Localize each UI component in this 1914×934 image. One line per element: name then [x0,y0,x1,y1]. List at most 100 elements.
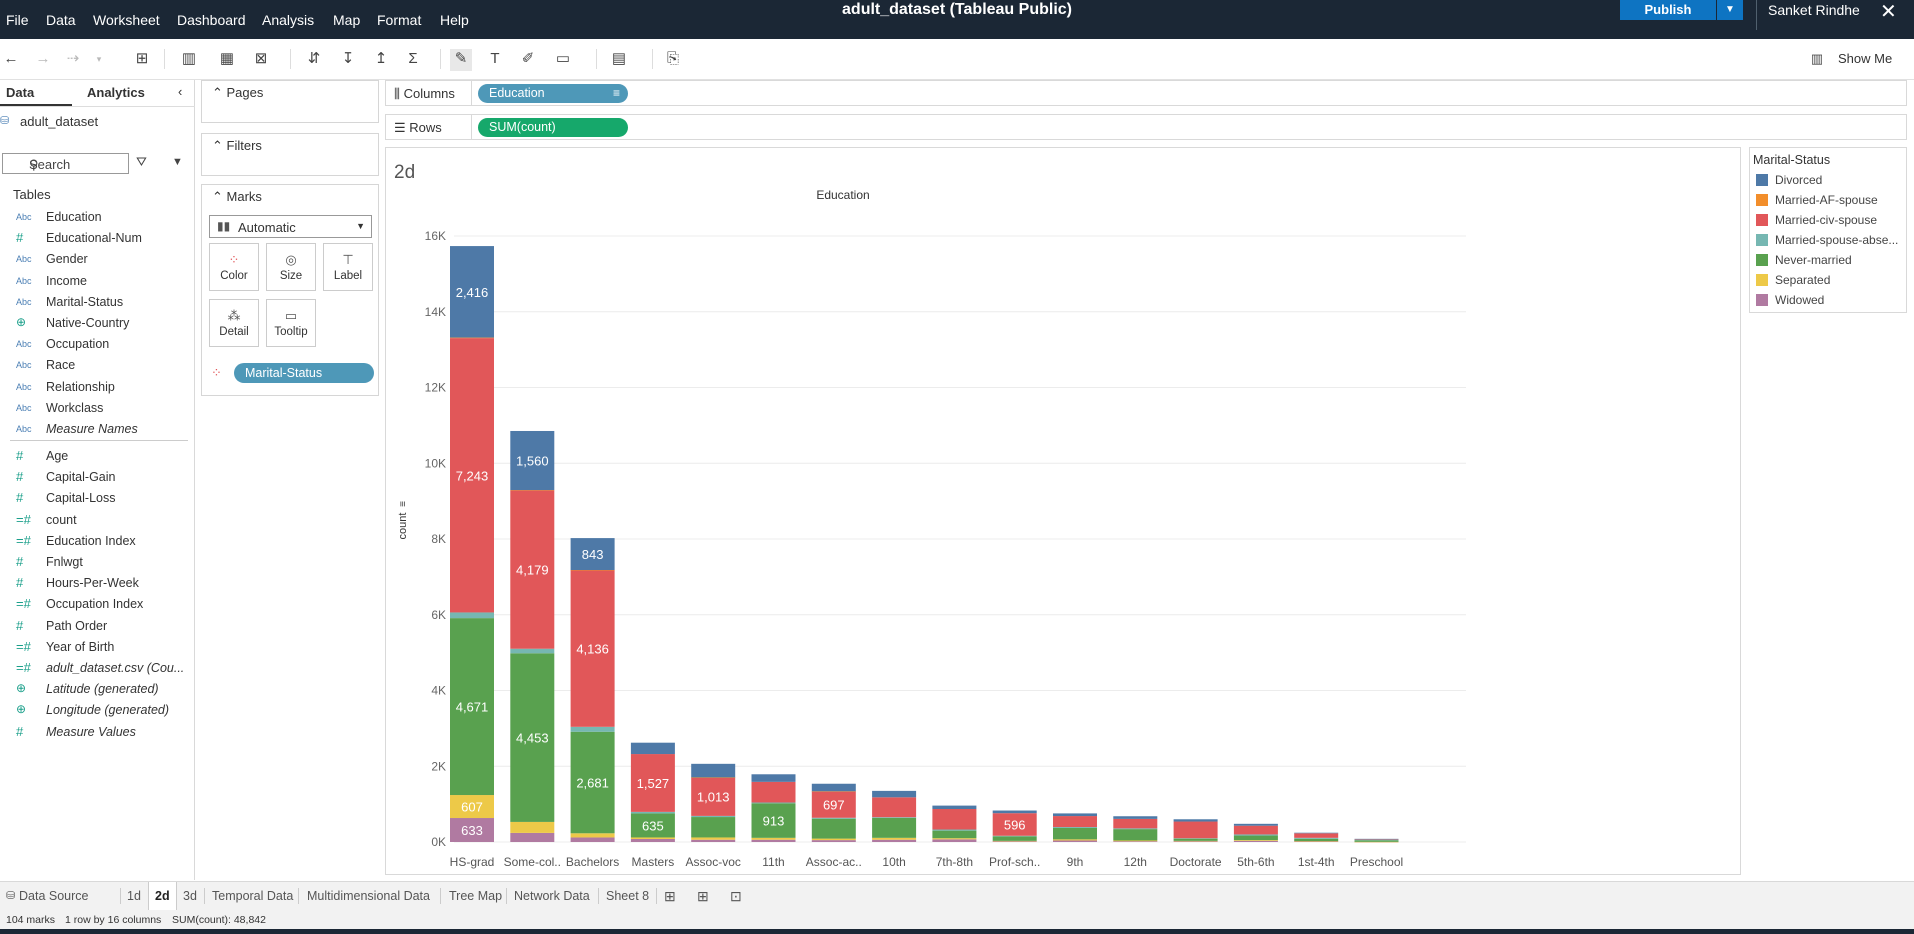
new-story-icon[interactable]: ⊡ [730,888,742,904]
new-worksheet-icon[interactable]: ⊞ [664,888,676,904]
bar-segment[interactable] [630,813,675,838]
datasource-name[interactable]: adult_dataset [20,114,99,129]
bar-segment[interactable] [932,805,977,810]
presentation-icon[interactable]: ⎘ [666,50,679,67]
bar-segment[interactable] [691,839,736,842]
bar-segment[interactable] [510,653,555,822]
tab-temporal-data[interactable]: Temporal Data [212,889,294,903]
menu-analysis[interactable]: Analysis [262,12,315,28]
detail-button[interactable]: ⁂ Detail [209,299,259,347]
user-name[interactable]: Sanket Rindhe [1768,2,1860,18]
menu-format[interactable]: Format [377,12,422,28]
bar-segment[interactable] [872,839,917,842]
legend-item[interactable]: Married-spouse-abse... [1756,232,1906,248]
field-item[interactable]: ⊕ Native-Country [0,314,195,335]
bar-segment[interactable] [1173,838,1218,839]
bar-segment[interactable] [1053,813,1097,817]
legend-item[interactable]: Separated [1756,272,1906,288]
bar-segment[interactable] [872,817,917,818]
bar-segment[interactable] [510,490,555,491]
bar-segment[interactable] [510,430,555,491]
bar-segment[interactable] [811,840,856,842]
bar-segment[interactable] [691,837,736,840]
tab-multidimensional-data[interactable]: Multidimensional Data [307,889,430,903]
menu-worksheet[interactable]: Worksheet [93,12,160,28]
field-item[interactable]: # Fnlwgt [0,553,195,574]
new-datasource-icon[interactable]: ⊞ [135,50,149,67]
bar-segment[interactable] [510,832,555,842]
tab-analytics[interactable]: Analytics [87,85,145,100]
bar-segment[interactable] [630,837,675,839]
legend-item[interactable]: Married-civ-spouse [1756,212,1906,228]
bar-segment[interactable] [1053,827,1097,828]
bar-segment[interactable] [1294,838,1339,842]
bar-segment[interactable] [872,797,917,818]
legend-item[interactable]: Married-AF-spouse [1756,192,1906,208]
show-me-button[interactable]: Show Me [1838,51,1893,66]
show-labels-icon[interactable]: T [490,50,500,67]
field-item[interactable]: Abc Measure Names [0,420,195,441]
bar-segment[interactable] [691,777,736,778]
bar-segment[interactable] [1233,840,1278,842]
bar-segment[interactable] [1053,816,1097,828]
highlight-icon[interactable]: ✎ [450,49,472,71]
bar-segment[interactable] [1354,841,1399,843]
menu-help[interactable]: Help [440,12,469,28]
field-item[interactable]: # Capital-Loss [0,489,195,510]
field-item[interactable]: # Educational-Num [0,229,195,250]
bar-segment[interactable] [570,837,615,842]
field-item[interactable]: # Measure Values [0,723,195,744]
bar-segment[interactable] [1294,832,1339,834]
menu-file[interactable]: File [6,12,29,28]
new-dashboard-icon[interactable]: ⊞ [697,888,709,904]
size-button[interactable]: ◎ Size [266,243,316,291]
legend-item[interactable]: Widowed [1756,292,1906,308]
legend-item[interactable]: Never-married [1756,252,1906,268]
search-input[interactable]: ⚲ Search [2,153,129,174]
bar-segment[interactable] [872,817,917,838]
bar-segment[interactable] [1173,841,1218,842]
menu-data[interactable]: Data [46,12,76,28]
bar-segment[interactable] [1233,835,1278,841]
bar-segment[interactable] [1294,841,1339,842]
bar-segment[interactable] [992,840,1037,842]
collapse-pane-icon[interactable]: ‹ [178,84,183,99]
bar-segment[interactable] [691,777,736,816]
duplicate-sheet-icon[interactable]: ▦ [219,50,235,67]
field-item[interactable]: =# Year of Birth [0,638,195,659]
bar-segment[interactable] [1173,819,1218,822]
sort-descending-icon[interactable]: ↥ [374,50,388,67]
bar-segment[interactable] [811,817,856,819]
mark-type-select[interactable]: ▮▮ Automatic ▼ [209,215,372,238]
field-item[interactable]: # Age [0,447,195,468]
label-button[interactable]: ⊤ Label [323,243,373,291]
bar-segment[interactable] [751,837,796,840]
bar-segment[interactable] [932,830,977,839]
bar-segment[interactable] [811,783,856,792]
bar-segment[interactable] [450,337,494,339]
bar-segment[interactable] [932,829,977,831]
sort-ascending-icon[interactable]: ↧ [341,50,355,67]
bar-segment[interactable] [450,338,494,613]
bar-segment[interactable] [450,618,494,796]
tab-3d[interactable]: 3d [183,889,197,903]
tab-1d[interactable]: 1d [127,889,141,903]
close-icon[interactable]: ✕ [1880,1,1897,23]
bar-segment[interactable] [1173,840,1218,842]
tab-sheet-8[interactable]: Sheet 8 [606,889,650,903]
bar-segment[interactable] [1113,818,1158,829]
bar-segment[interactable] [691,815,736,818]
bar-segment[interactable] [570,833,615,838]
bar-segment[interactable] [811,791,856,792]
bar-segment[interactable] [1113,840,1158,842]
tab-2d[interactable]: 2d [148,882,177,910]
bar-segment[interactable] [992,810,1037,814]
field-item[interactable]: Abc Race [0,356,195,377]
field-item[interactable]: Abc Marital-Status [0,293,195,314]
legend-item[interactable]: Divorced [1756,172,1906,188]
bar-segment[interactable] [1113,816,1158,819]
bar-segment[interactable] [1053,839,1097,841]
bar-segment[interactable] [570,731,615,834]
swap-icon[interactable]: ⇵ [307,50,321,67]
clear-sheet-icon[interactable]: ⊠ [254,50,268,67]
